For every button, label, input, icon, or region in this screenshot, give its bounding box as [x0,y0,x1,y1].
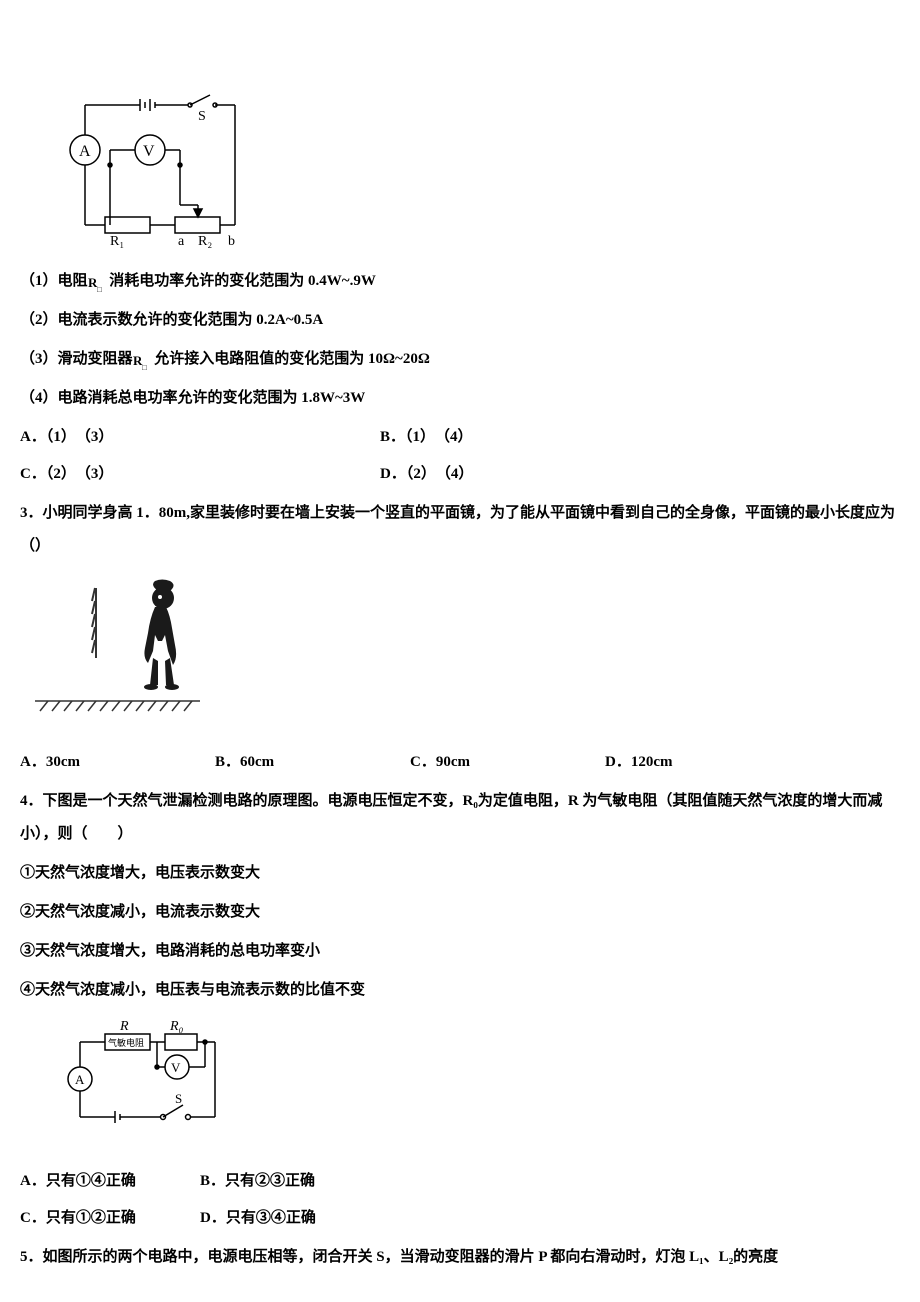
r-sub-icon: R□ [88,273,106,291]
q4-options-row-2: C．只有①②正确 D．只有③④正确 [20,1202,900,1235]
q3-options: A．30cm B．60cm C．90cm D．120cm [20,746,900,779]
q2-options-row-1: A．（1） （3） B．（1） （4） [20,421,900,454]
q3-option-d: D．120cm [605,746,800,779]
svg-text:b: b [228,234,235,249]
svg-text:A: A [79,143,91,160]
svg-text:S: S [175,1091,182,1106]
svg-text:□: □ [97,285,102,293]
q4-stmt3: ③天然气浓度增大，电路消耗的总电功率变小 [20,935,900,968]
q4-option-b: B．只有②③正确 [200,1165,315,1198]
q3-option-c: C．90cm [410,746,605,779]
q5-text: 5．如图所示的两个电路中，电源电压相等，闭合开关 S，当滑动变阻器的滑片 P 都… [20,1241,900,1274]
q2-option-a: A．（1） （3） [20,421,380,454]
q4-circuit-diagram: 气敏电阻 R R₀ A V [50,1017,900,1150]
svg-text:R₁: R₁ [110,234,124,249]
svg-text:a: a [178,234,185,249]
q2-options-row-2: C．（2） （3） D．（2） （4） [20,458,900,491]
q4-options-row-1: A．只有①④正确 B．只有②③正确 [20,1165,900,1198]
q2-circuit-diagram: S A V R₁ [50,90,900,250]
q3-mirror-diagram [30,573,900,731]
svg-text:□: □ [142,363,147,371]
q2-option-c: C．（2） （3） [20,458,380,491]
q2-option-b: B．（1） （4） [380,421,473,454]
svg-text:气敏电阻: 气敏电阻 [108,1037,144,1048]
q2-statement-1: （1）电阻R□ 消耗电功率允许的变化范围为 0.4W~.9W [20,265,900,298]
q3-option-b: B．60cm [215,746,410,779]
svg-text:V: V [143,143,155,160]
r-sub-icon: R□ [133,351,151,369]
q2-statement-2: （2）电流表示数允许的变化范围为 0.2A~0.5A [20,304,900,337]
q4-stmt4: ④天然气浓度减小，电压表与电流表示数的比值不变 [20,974,900,1007]
svg-text:R₂: R₂ [198,234,212,249]
q4-option-a: A．只有①④正确 [20,1165,200,1198]
q4-stmt2: ②天然气浓度减小，电流表示数变大 [20,896,900,929]
svg-text:R: R [119,1019,129,1034]
q4-text: 4．下图是一个天然气泄漏检测电路的原理图。电源电压恒定不变，R₀为定值电阻，R … [20,785,900,851]
svg-text:S: S [198,109,206,124]
svg-text:A: A [75,1072,85,1087]
q4-option-d: D．只有③④正确 [200,1202,316,1235]
q4-option-c: C．只有①②正确 [20,1202,200,1235]
q3-text: 3．小明同学身高 1．80m,家里装修时要在墙上安装一个竖直的平面镜，为了能从平… [20,497,900,563]
svg-text:V: V [171,1060,181,1075]
q2-statement-3: （3）滑动变阻器R□ 允许接入电路阻值的变化范围为 10Ω~20Ω [20,343,900,376]
q3-option-a: A．30cm [20,746,215,779]
q2-option-d: D．（2） （4） [380,458,473,491]
svg-text:R₀: R₀ [169,1019,184,1034]
q4-stmt1: ①天然气浓度增大，电压表示数变大 [20,857,900,890]
q2-statement-4: （4）电路消耗总电功率允许的变化范围为 1.8W~3W [20,382,900,415]
